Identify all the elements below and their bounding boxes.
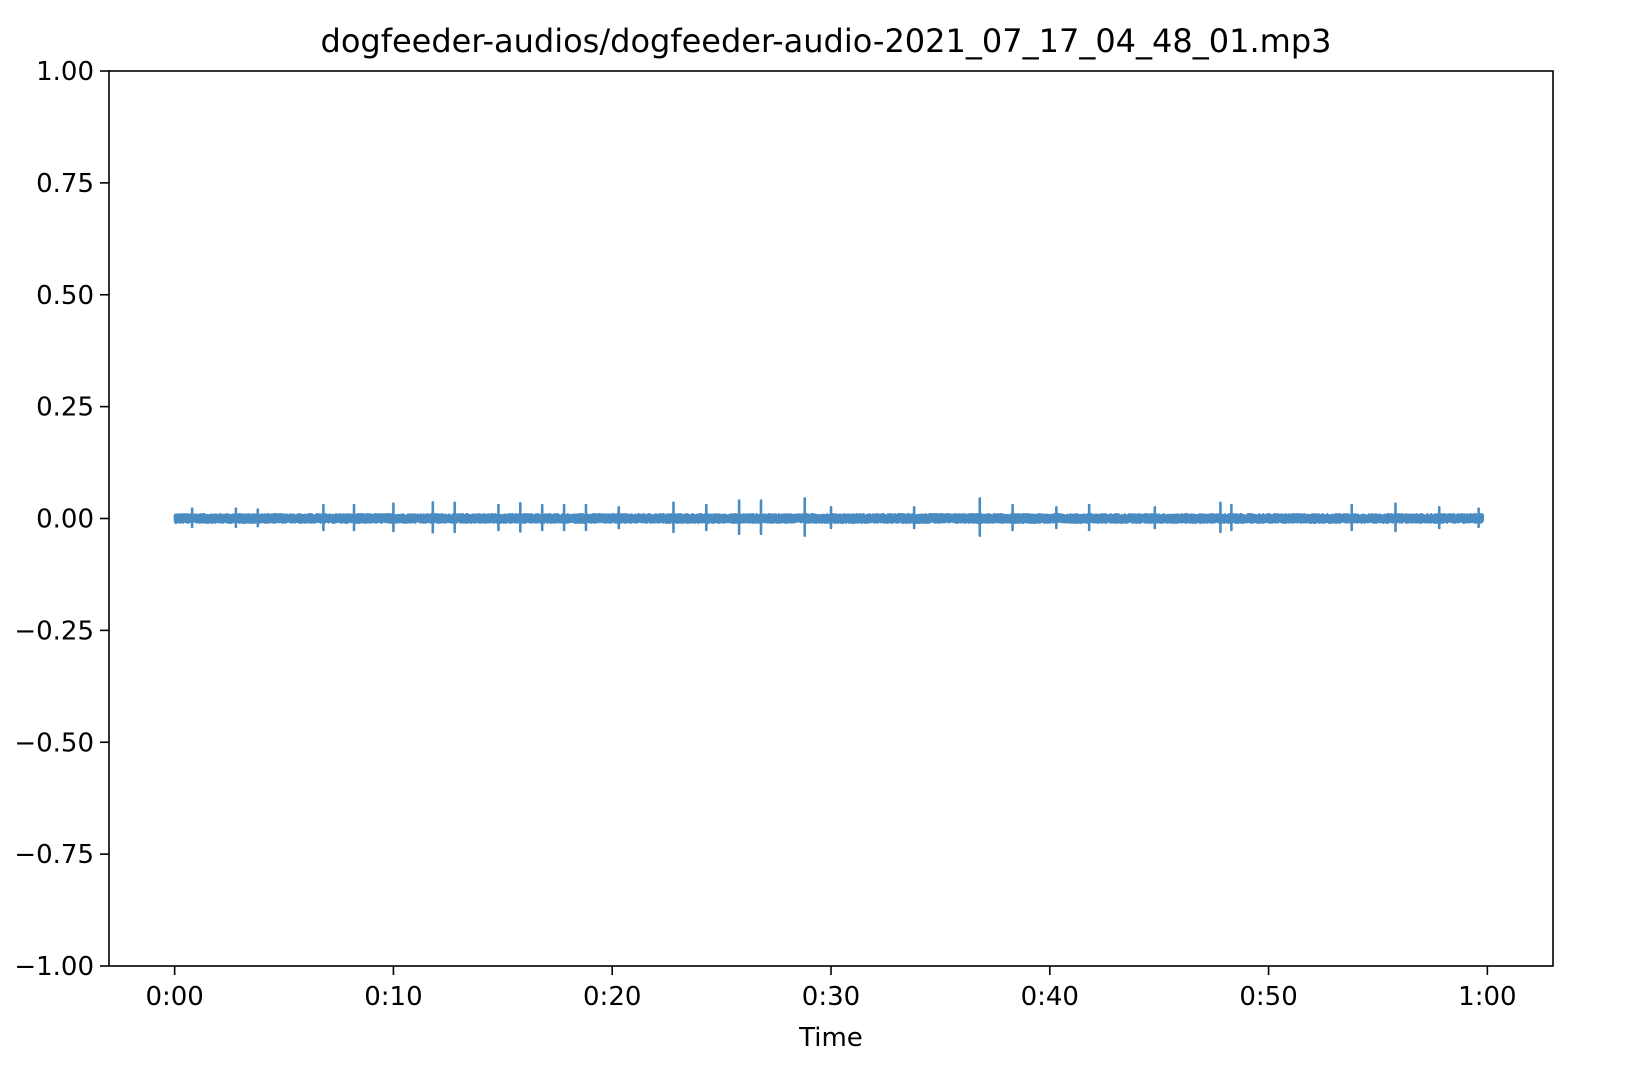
- y-tick-label: −0.50: [14, 728, 94, 758]
- x-tick-label: 0:30: [802, 982, 860, 1012]
- x-axis: 0:00 0:10 0:20 0:30 0:40 0:50 1:00: [145, 966, 1517, 1012]
- y-tick-label: −1.00: [14, 952, 94, 982]
- x-tick-label: 0:10: [364, 982, 422, 1012]
- y-tick-label: 0.25: [36, 393, 94, 423]
- x-tick-label: 0:00: [145, 982, 203, 1012]
- y-tick-label: 0.00: [36, 505, 94, 535]
- chart-title: dogfeeder-audios/dogfeeder-audio-2021_07…: [321, 22, 1332, 60]
- x-tick-label: 0:40: [1021, 982, 1079, 1012]
- x-axis-label: Time: [798, 1023, 863, 1053]
- x-tick-label: 1:00: [1458, 982, 1516, 1012]
- y-tick-label: 0.50: [36, 281, 94, 311]
- y-tick-label: 1.00: [36, 57, 94, 87]
- y-tick-label: −0.75: [14, 840, 94, 870]
- x-tick-label: 0:20: [583, 982, 641, 1012]
- waveform-series-line: [173, 512, 1485, 525]
- y-tick-label: −0.25: [14, 616, 94, 646]
- plot-area: [173, 497, 1485, 537]
- y-axis: 1.00 0.75 0.50 0.25 0.00 −0.25 −0.50 −0.75 −1.00: [14, 57, 109, 982]
- x-tick-label: 0:50: [1239, 982, 1297, 1012]
- y-tick-label: 0.75: [36, 169, 94, 199]
